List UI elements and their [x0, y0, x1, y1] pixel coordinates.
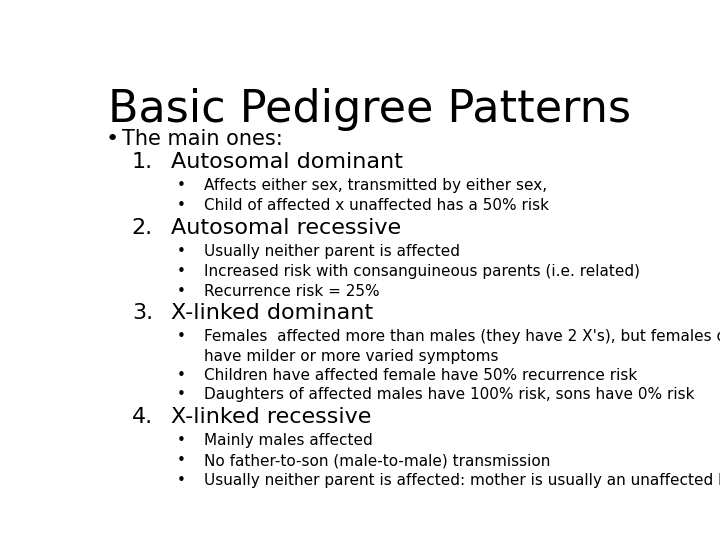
Text: 3.: 3.: [132, 303, 153, 323]
Text: •: •: [106, 129, 119, 149]
Text: Autosomal dominant: Autosomal dominant: [171, 152, 402, 172]
Text: X-linked dominant: X-linked dominant: [171, 303, 373, 323]
Text: •: •: [176, 473, 185, 488]
Text: Increased risk with consanguineous parents (i.e. related): Increased risk with consanguineous paren…: [204, 264, 640, 279]
Text: •: •: [176, 198, 185, 213]
Text: Daughters of affected males have 100% risk, sons have 0% risk: Daughters of affected males have 100% ri…: [204, 388, 695, 402]
Text: Recurrence risk = 25%: Recurrence risk = 25%: [204, 284, 380, 299]
Text: 1.: 1.: [132, 152, 153, 172]
Text: Usually neither parent is affected: Usually neither parent is affected: [204, 244, 460, 259]
Text: The main ones:: The main ones:: [122, 129, 283, 149]
Text: •: •: [176, 244, 185, 259]
Text: 4.: 4.: [132, 407, 153, 428]
Text: •: •: [176, 284, 185, 299]
Text: Children have affected female have 50% recurrence risk: Children have affected female have 50% r…: [204, 368, 638, 382]
Text: No father-to-son (male-to-male) transmission: No father-to-son (male-to-male) transmis…: [204, 453, 551, 468]
Text: •: •: [176, 388, 185, 402]
Text: Females  affected more than males (they have 2 X's), but females often: Females affected more than males (they h…: [204, 329, 720, 344]
Text: •: •: [176, 264, 185, 279]
Text: Affects either sex, transmitted by either sex,: Affects either sex, transmitted by eithe…: [204, 178, 547, 193]
Text: Basic Pedigree Patterns: Basic Pedigree Patterns: [107, 87, 631, 131]
Text: •: •: [176, 178, 185, 193]
Text: 2.: 2.: [132, 218, 153, 238]
Text: Child of affected x unaffected has a 50% risk: Child of affected x unaffected has a 50%…: [204, 198, 549, 213]
Text: •: •: [176, 368, 185, 382]
Text: have milder or more varied symptoms: have milder or more varied symptoms: [204, 349, 499, 364]
Text: Mainly males affected: Mainly males affected: [204, 433, 373, 448]
Text: X-linked recessive: X-linked recessive: [171, 407, 372, 428]
Text: Usually neither parent is affected: mother is usually an unaffected heterozygote: Usually neither parent is affected: moth…: [204, 473, 720, 488]
Text: •: •: [176, 453, 185, 468]
Text: •: •: [176, 433, 185, 448]
Text: Autosomal recessive: Autosomal recessive: [171, 218, 401, 238]
Text: •: •: [176, 329, 185, 344]
